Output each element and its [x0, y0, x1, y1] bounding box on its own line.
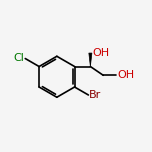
Text: OH: OH: [92, 48, 110, 58]
Text: OH: OH: [117, 70, 134, 80]
Text: Cl: Cl: [14, 53, 25, 63]
Text: Br: Br: [89, 90, 101, 100]
Polygon shape: [89, 53, 92, 67]
